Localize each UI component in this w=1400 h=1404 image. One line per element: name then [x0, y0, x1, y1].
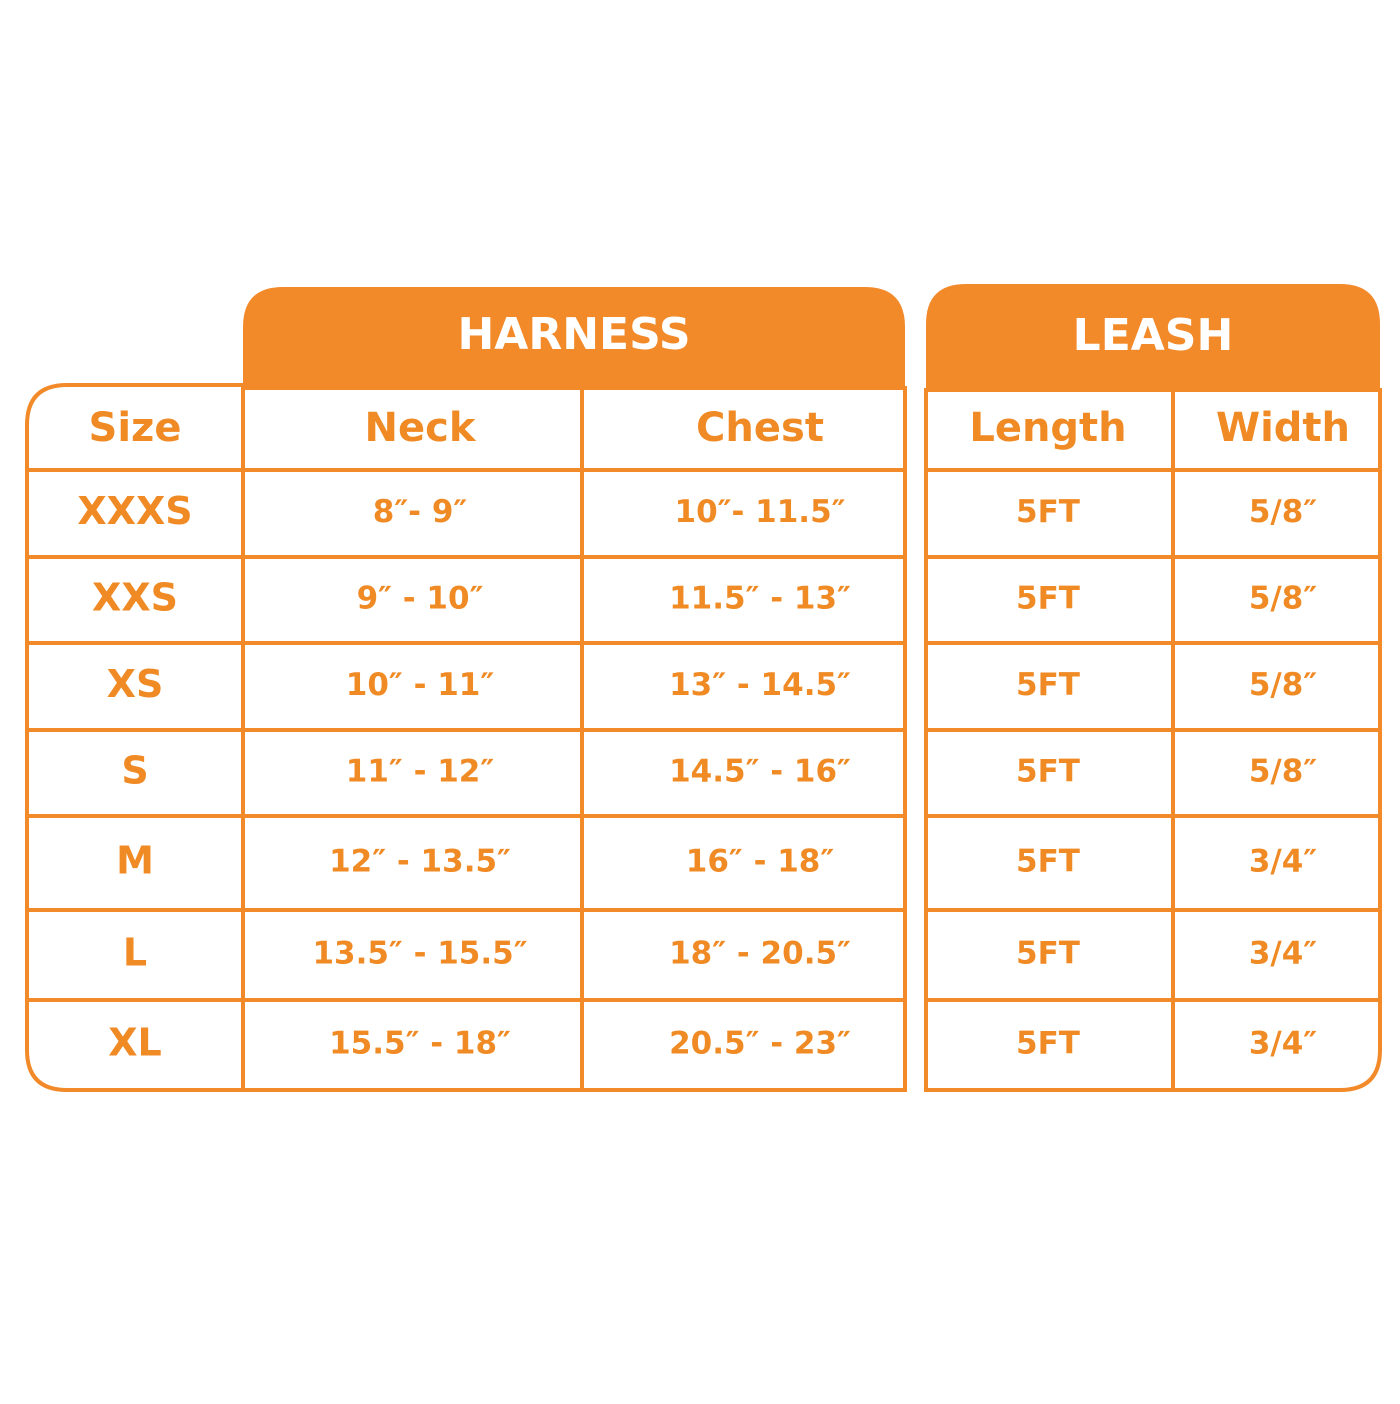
- column-header: Neck: [365, 405, 477, 451]
- size-label: S: [121, 749, 148, 793]
- group-title: HARNESS: [457, 309, 690, 360]
- size-label: XS: [107, 662, 164, 706]
- cell-value: 5FT: [1016, 581, 1080, 617]
- cell-value: 13.5″ - 15.5″: [312, 936, 527, 972]
- cell-value: 5FT: [1016, 494, 1080, 530]
- cell-value: 16″ - 18″: [686, 844, 835, 880]
- size-label: XL: [108, 1021, 162, 1065]
- size-column: [25, 383, 245, 1092]
- column-header: Length: [969, 405, 1126, 451]
- column-header: Chest: [696, 405, 824, 451]
- cell-value: 11.5″ - 13″: [669, 581, 851, 617]
- cell-value: 5/8″: [1249, 581, 1317, 617]
- cell-value: 3/4″: [1249, 1026, 1317, 1062]
- cell-value: 13″ - 14.5″: [669, 667, 851, 703]
- size-label: XXXS: [77, 489, 192, 533]
- column-header: Size: [89, 405, 182, 451]
- size-label: M: [116, 839, 154, 883]
- cell-value: 8″- 9″: [373, 494, 468, 530]
- cell-value: 5/8″: [1249, 754, 1317, 790]
- cell-value: 10″- 11.5″: [675, 494, 846, 530]
- cell-value: 5/8″: [1249, 667, 1317, 703]
- cell-value: 5FT: [1016, 936, 1080, 972]
- group-title: LEASH: [1073, 310, 1234, 361]
- grid: [27, 388, 1380, 1090]
- cell-value: 11″ - 12″: [346, 754, 495, 790]
- column-header: Width: [1216, 405, 1350, 451]
- cell-value: 9″ - 10″: [357, 581, 484, 617]
- cell-value: 5FT: [1016, 667, 1080, 703]
- size-label: XXS: [92, 576, 178, 620]
- cell-value: 5FT: [1016, 1026, 1080, 1062]
- size-label: L: [123, 931, 147, 975]
- harness-tab: [243, 287, 905, 390]
- cell-value: 3/4″: [1249, 936, 1317, 972]
- cell-value: 12″ - 13.5″: [329, 844, 511, 880]
- cell-value: 5FT: [1016, 844, 1080, 880]
- cell-value: 5FT: [1016, 754, 1080, 790]
- cell-value: 18″ - 20.5″: [669, 936, 851, 972]
- cell-value: 15.5″ - 18″: [329, 1026, 511, 1062]
- cell-value: 10″ - 11″: [346, 667, 495, 703]
- cell-value: 20.5″ - 23″: [669, 1026, 851, 1062]
- leash-body: [924, 388, 1382, 1092]
- cell-value: 5/8″: [1249, 494, 1317, 530]
- leash-tab: [926, 284, 1380, 392]
- cell-value: 14.5″ - 16″: [669, 754, 851, 790]
- cell-texts: HARNESS LEASH Size Neck Chest Length Width XXXS…: [77, 309, 1350, 1065]
- cell-value: 3/4″: [1249, 844, 1317, 880]
